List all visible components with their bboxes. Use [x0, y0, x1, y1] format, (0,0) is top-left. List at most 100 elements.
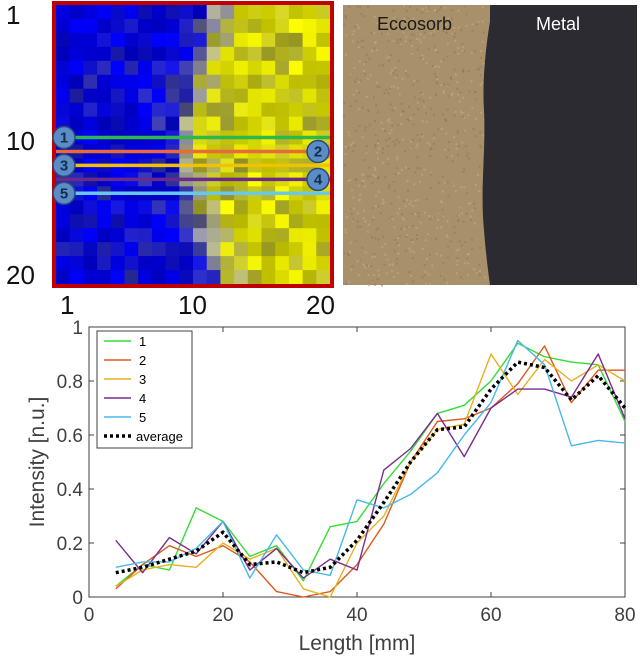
texture-speck	[358, 184, 361, 187]
texture-speck	[373, 47, 376, 50]
texture-speck	[419, 41, 422, 44]
heatmap-cell	[288, 46, 303, 62]
heatmap-cell	[193, 228, 208, 243]
texture-speck	[470, 219, 472, 222]
texture-speck	[386, 157, 389, 160]
texture-speck	[413, 34, 415, 36]
texture-speck	[366, 175, 369, 178]
texture-speck	[376, 151, 379, 154]
heatmap-cell	[83, 116, 98, 131]
heatmap-cell	[179, 46, 194, 62]
heatmap-cell	[69, 116, 84, 131]
texture-speck	[395, 74, 398, 77]
axis-ticks: 0 20 40 60 80 0 0.2 0.4 0.6 0.8 1	[57, 318, 636, 626]
texture-speck	[406, 179, 409, 182]
heatmap-cell	[138, 270, 153, 285]
heatmap-cell	[234, 256, 249, 271]
heatmap-cell	[261, 88, 276, 104]
texture-speck	[344, 145, 347, 148]
texture-speck	[446, 42, 449, 45]
texture-speck	[392, 181, 395, 183]
texture-speck	[388, 137, 391, 140]
texture-speck	[359, 193, 362, 196]
heatmap-x-tick-20: 20	[306, 290, 335, 320]
texture-speck	[456, 215, 459, 218]
texture-speck	[436, 212, 439, 215]
heatmap-cell	[165, 46, 180, 62]
texture-speck	[345, 53, 348, 56]
texture-speck	[387, 162, 390, 165]
texture-speck	[352, 207, 355, 210]
heatmap-cell	[69, 18, 84, 34]
texture-speck	[416, 143, 419, 146]
x-tick-label: 60	[480, 605, 501, 626]
texture-speck	[357, 26, 360, 29]
heatmap-cell	[193, 270, 208, 285]
texture-speck	[368, 124, 371, 127]
texture-speck	[438, 181, 441, 184]
texture-speck	[390, 202, 393, 205]
texture-speck	[349, 250, 351, 253]
heatmap-frame	[52, 1, 334, 288]
series-line-1	[115, 342, 626, 587]
texture-speck	[395, 143, 398, 146]
texture-speck	[455, 272, 458, 275]
texture-speck	[374, 134, 377, 136]
heatmap-cell	[69, 60, 84, 76]
heatmap-cell	[179, 60, 194, 76]
texture-speck	[481, 6, 484, 9]
texture-speck	[393, 85, 395, 88]
heatmap-cell	[165, 214, 180, 229]
texture-speck	[435, 48, 438, 51]
texture-speck	[481, 20, 484, 23]
texture-speck	[368, 58, 371, 61]
texture-speck	[428, 253, 431, 256]
texture-speck	[444, 148, 447, 151]
texture-speck	[453, 51, 456, 54]
texture-speck	[343, 164, 346, 167]
sample-photo: Eccosorb Metal	[343, 5, 637, 287]
texture-speck	[475, 98, 478, 101]
heatmap-cell	[302, 214, 317, 229]
texture-speck	[394, 66, 397, 69]
texture-speck	[381, 235, 384, 238]
texture-speck	[365, 53, 368, 56]
texture-speck	[345, 17, 348, 20]
texture-speck	[451, 92, 454, 95]
texture-speck	[442, 91, 445, 94]
heatmap-cell	[261, 102, 276, 117]
heatmap-cell	[151, 46, 166, 62]
heatmap-cell	[275, 32, 290, 48]
texture-speck	[411, 53, 414, 55]
texture-speck	[484, 276, 486, 279]
texture-speck	[349, 208, 352, 211]
heatmap-cell	[151, 116, 166, 131]
heatmap-cell	[69, 32, 84, 48]
texture-speck	[373, 253, 376, 256]
heatmap-cell	[138, 116, 153, 131]
heatmap-cell	[288, 116, 303, 131]
heatmap-cell	[316, 228, 331, 243]
texture-speck	[445, 132, 448, 135]
y-tick-label: 0	[72, 588, 83, 609]
heatmap-cell	[56, 102, 71, 117]
texture-speck	[446, 256, 449, 259]
heatmap-cell	[247, 46, 262, 62]
metal-region	[490, 5, 637, 285]
texture-speck	[389, 87, 391, 90]
heatmap-cell	[110, 214, 125, 229]
texture-speck	[479, 83, 482, 86]
texture-speck	[446, 235, 449, 238]
texture-speck	[467, 262, 470, 265]
heatmap-cell	[220, 242, 235, 257]
texture-speck	[411, 205, 414, 208]
heatmap-cell	[234, 74, 249, 90]
texture-speck	[462, 96, 465, 99]
texture-speck	[375, 81, 378, 84]
texture-speck	[412, 123, 415, 126]
texture-speck	[376, 22, 379, 25]
texture-speck	[457, 248, 460, 251]
texture-speck	[479, 56, 482, 59]
texture-speck	[397, 237, 400, 239]
texture-speck	[461, 43, 464, 46]
